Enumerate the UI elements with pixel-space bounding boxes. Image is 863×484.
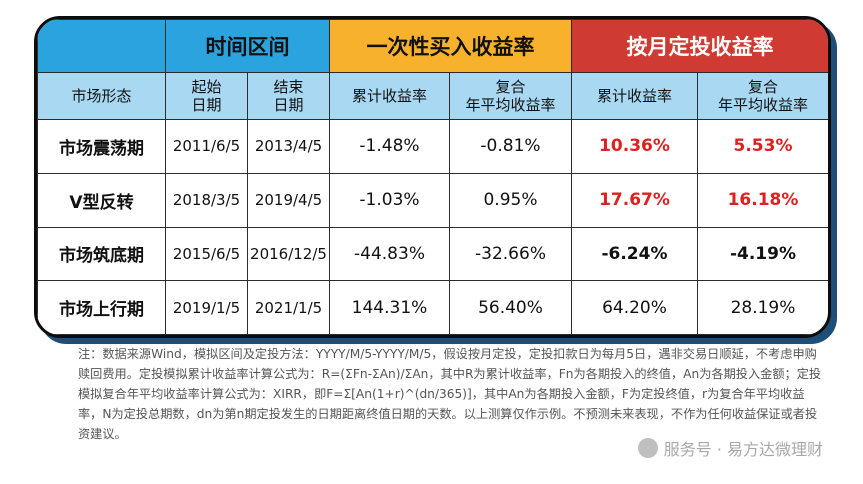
column-header-market: 市场形态 — [37, 72, 166, 120]
header-blank-cell — [37, 19, 166, 73]
lump-cumulative-cell: 144.31% — [329, 280, 450, 335]
table-group-header-row: 时间区间 一次性买入收益率 按月定投收益率 — [37, 19, 828, 73]
column-header-start-date: 起始 日期 — [165, 72, 248, 120]
lump-annual-cell: -32.66% — [449, 226, 572, 282]
end-date-line1: 结束 — [273, 78, 304, 96]
lump-annual-line1: 复合 — [495, 78, 526, 96]
table-row: 市场上行期 2019/1/5 2021/1/5 144.31% 56.40% 6… — [37, 280, 828, 335]
watermark: 服务号 · 易方达微理财 — [637, 436, 823, 460]
header-lump-sum: 一次性买入收益率 — [329, 19, 572, 73]
comparison-table-card: 时间区间 一次性买入收益率 按月定投收益率 市场形态 起始 日期 结束 日期 累… — [34, 16, 831, 338]
watermark-text: 服务号 · 易方达微理财 — [663, 440, 823, 459]
start-date-cell: 2018/3/5 — [165, 172, 248, 228]
start-date-line1: 起始 — [191, 78, 222, 96]
column-header-lump-cumulative: 累计收益率 — [329, 72, 450, 120]
header-monthly-investment: 按月定投收益率 — [571, 19, 828, 73]
start-date-cell: 2019/1/5 — [165, 280, 248, 335]
header-time-range: 时间区间 — [165, 19, 330, 73]
returns-comparison-table: 时间区间 一次性买入收益率 按月定投收益率 市场形态 起始 日期 结束 日期 累… — [37, 19, 828, 335]
end-date-cell: 2016/12/5 — [247, 226, 330, 282]
end-date-cell: 2013/4/5 — [247, 119, 330, 174]
monthly-cumulative-cell: 64.20% — [571, 280, 698, 335]
start-date-line2: 日期 — [191, 96, 222, 114]
end-date-cell: 2019/4/5 — [247, 172, 330, 228]
column-header-monthly-cumulative: 累计收益率 — [571, 72, 698, 120]
monthly-annual-line2: 年平均收益率 — [717, 96, 808, 114]
market-phase-cell: 市场筑底期 — [37, 226, 166, 282]
monthly-annual-cell: -4.19% — [697, 226, 828, 282]
lump-annual-cell: -0.81% — [449, 119, 572, 174]
lump-cumulative-cell: -1.03% — [329, 172, 450, 228]
monthly-cumulative-cell: -6.24% — [571, 226, 698, 282]
lump-annual-cell: 0.95% — [449, 172, 572, 228]
monthly-cumulative-cell: 10.36% — [571, 119, 698, 174]
table-row: V型反转 2018/3/5 2019/4/5 -1.03% 0.95% 17.6… — [37, 172, 828, 228]
table-row: 市场震荡期 2011/6/5 2013/4/5 -1.48% -0.81% 10… — [37, 119, 828, 174]
column-header-end-date: 结束 日期 — [247, 72, 330, 120]
column-header-monthly-annual: 复合 年平均收益率 — [697, 72, 828, 120]
monthly-annual-cell: 16.18% — [697, 172, 828, 228]
end-date-cell: 2021/1/5 — [247, 280, 330, 335]
market-phase-cell: V型反转 — [37, 172, 166, 228]
column-header-lump-annual: 复合 年平均收益率 — [449, 72, 572, 120]
monthly-annual-cell: 5.53% — [697, 119, 828, 174]
market-phase-cell: 市场上行期 — [37, 280, 166, 335]
monthly-annual-cell: 28.19% — [697, 280, 828, 335]
table-row: 市场筑底期 2015/6/5 2016/12/5 -44.83% -32.66%… — [37, 226, 828, 282]
monthly-cumulative-cell: 17.67% — [571, 172, 698, 228]
start-date-cell: 2015/6/5 — [165, 226, 248, 282]
end-date-line2: 日期 — [273, 96, 304, 114]
table-column-header-row: 市场形态 起始 日期 结束 日期 累计收益率 复合 年平均收益率 累计收益率 复… — [37, 72, 828, 120]
monthly-annual-line1: 复合 — [747, 78, 778, 96]
lump-annual-cell: 56.40% — [449, 280, 572, 335]
market-phase-cell: 市场震荡期 — [37, 119, 166, 174]
wechat-logo-icon — [637, 438, 658, 458]
footnote-text: 注：数据来源Wind，模拟区间及定投方法：YYYY/M/5-YYYY/M/5，假… — [78, 347, 822, 441]
lump-annual-line2: 年平均收益率 — [465, 96, 556, 114]
lump-cumulative-cell: -1.48% — [329, 119, 450, 174]
start-date-cell: 2011/6/5 — [165, 119, 248, 174]
lump-cumulative-cell: -44.83% — [329, 226, 450, 282]
